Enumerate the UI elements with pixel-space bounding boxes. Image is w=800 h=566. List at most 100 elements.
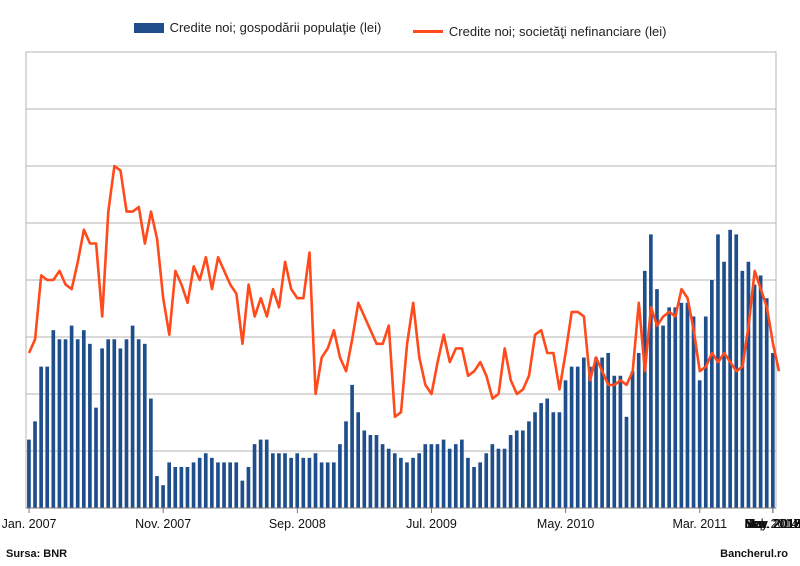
- x-tick-label: Jan. 2012: [745, 517, 800, 531]
- bar: [447, 448, 452, 508]
- bar: [508, 435, 513, 508]
- bar: [642, 270, 647, 508]
- x-tick-label: May. 2015: [744, 517, 800, 531]
- bar: [228, 462, 232, 508]
- bar: [569, 366, 574, 508]
- bar: [502, 448, 507, 508]
- bar: [252, 444, 257, 508]
- bar: [325, 462, 330, 508]
- bar: [106, 339, 111, 508]
- bar: [149, 398, 153, 508]
- bar: [771, 352, 775, 508]
- bar: [313, 453, 318, 508]
- legend-swatch-line-icon: [412, 29, 443, 33]
- bar: [405, 462, 409, 508]
- bar: [191, 462, 196, 508]
- bar: [264, 439, 269, 508]
- bar: [435, 444, 440, 508]
- legend-label-companies: Credite noi; societăţi nefinanciare (lei…: [448, 23, 667, 39]
- bar: [649, 234, 653, 508]
- bar: [392, 453, 397, 508]
- x-tick-label: Jul. 2009: [406, 517, 457, 531]
- bar: [472, 466, 476, 508]
- bar: [691, 316, 696, 508]
- bar: [246, 466, 251, 508]
- bar: [429, 444, 434, 508]
- bar: [728, 229, 732, 508]
- bar: [746, 261, 751, 508]
- bar: [679, 302, 684, 508]
- bar: [411, 457, 415, 508]
- series-line: [27, 164, 781, 419]
- x-tick-label: Mar. 2011: [672, 517, 727, 531]
- bar: [441, 439, 446, 508]
- bar: [606, 352, 611, 508]
- brand-label: Bancherul.ro: [720, 548, 788, 560]
- bar: [386, 448, 391, 508]
- x-tick-label: Mar. 2016: [745, 517, 800, 531]
- bar: [210, 457, 214, 508]
- legend-swatch-bar-icon: [133, 22, 164, 33]
- bar: [722, 261, 726, 508]
- bar: [350, 384, 354, 508]
- bar: [136, 339, 141, 508]
- bar: [39, 366, 43, 508]
- bar: [94, 407, 98, 508]
- bar: [630, 371, 635, 508]
- source-note: Sursa: BNR: [6, 548, 68, 560]
- bar: [618, 375, 623, 508]
- bar: [362, 430, 367, 508]
- bar: [81, 330, 86, 508]
- bar: [173, 466, 178, 508]
- bar: [118, 348, 123, 508]
- bar: [703, 316, 708, 508]
- bar: [612, 375, 617, 508]
- bar: [758, 275, 763, 508]
- bar: [155, 476, 159, 508]
- x-tick-label: Sep. 2008: [269, 517, 326, 531]
- bar: [533, 412, 537, 508]
- bar: [271, 453, 275, 508]
- bar: [142, 343, 147, 508]
- bar: [203, 453, 208, 508]
- bar: [716, 234, 720, 508]
- bar: [222, 462, 226, 508]
- bar: [63, 339, 68, 508]
- bar: [240, 480, 245, 508]
- bar: [130, 325, 135, 508]
- legend-item-households: Credite noi; gospodării populaţie (lei): [133, 20, 382, 35]
- bar: [307, 457, 312, 508]
- bar: [581, 357, 586, 508]
- bar: [27, 439, 31, 508]
- bar: [697, 380, 702, 508]
- x-tick-label: Jul. 2014: [748, 517, 799, 531]
- bar: [588, 366, 592, 508]
- bar: [740, 270, 745, 508]
- bar: [331, 462, 336, 508]
- x-tick-label: May. 2010: [537, 517, 594, 531]
- bar: [563, 380, 568, 508]
- bar: [624, 416, 629, 508]
- bar: [636, 352, 641, 508]
- bar: [453, 444, 458, 508]
- bar: [399, 457, 403, 508]
- bar: [374, 435, 379, 508]
- bar: [484, 453, 489, 508]
- bar: [466, 457, 470, 508]
- bar: [496, 448, 501, 508]
- legend-label-households: Credite noi; gospodării populaţie (lei): [169, 20, 382, 35]
- bar: [88, 343, 92, 508]
- bar: [521, 430, 525, 508]
- bar: [661, 325, 665, 508]
- bar: [600, 357, 604, 508]
- bar: [344, 421, 348, 508]
- chart-legend: Credite noi; gospodării populaţie (lei) …: [0, 20, 800, 39]
- bar: [161, 485, 165, 508]
- bar: [75, 339, 80, 508]
- bar: [514, 430, 519, 508]
- bar: [124, 339, 129, 508]
- bar: [423, 444, 428, 508]
- bar: [710, 280, 714, 508]
- bar: [45, 366, 50, 508]
